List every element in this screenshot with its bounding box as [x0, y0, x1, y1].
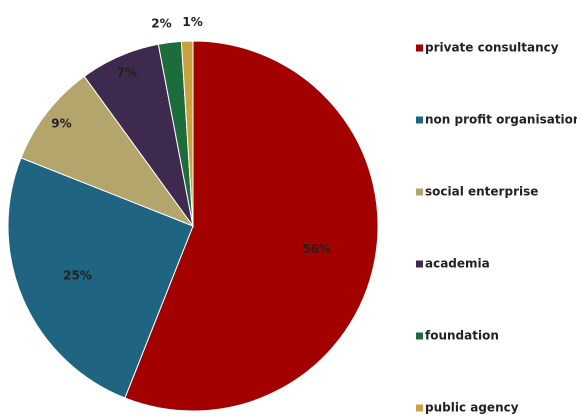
- pie-slice: [7, 157, 194, 399]
- data-label: 7%: [117, 66, 137, 80]
- legend-label: non profit organisation: [425, 113, 577, 127]
- data-label: 2%: [151, 17, 171, 31]
- data-label: 1%: [182, 15, 202, 29]
- pie-slice: [124, 40, 379, 412]
- legend-label: public agency: [425, 401, 519, 415]
- legend-swatch: [416, 404, 423, 412]
- legend-swatch: [416, 188, 423, 196]
- data-label: 25%: [63, 268, 92, 282]
- legend-swatch: [416, 44, 423, 52]
- data-label: 56%: [302, 242, 331, 256]
- legend-label: social enterprise: [425, 185, 538, 199]
- data-label: 9%: [51, 116, 71, 130]
- legend-label: private consultancy: [425, 41, 559, 55]
- legend-swatch: [416, 332, 423, 340]
- legend-label: foundation: [425, 329, 499, 343]
- pie-slice: [180, 40, 194, 227]
- legend-label: academia: [425, 257, 490, 271]
- pie-slice: [20, 75, 195, 228]
- legend-swatch: [416, 260, 423, 268]
- legend-swatch: [416, 116, 423, 124]
